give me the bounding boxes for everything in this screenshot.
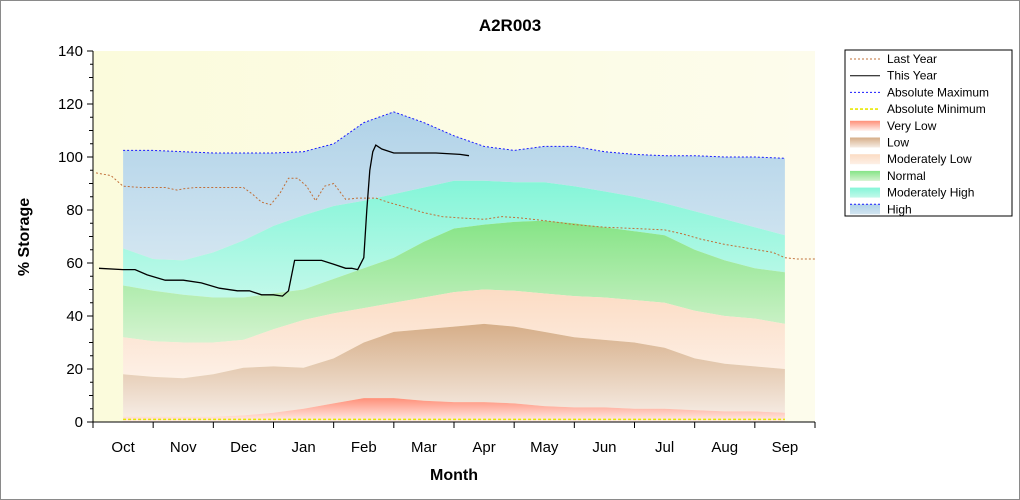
- x-tick-label: Aug: [711, 439, 738, 456]
- legend-label-high: High: [887, 202, 912, 216]
- y-tick-label: 60: [66, 255, 83, 272]
- legend: Last Year This Year Absolute Maximum Absolu…: [844, 49, 1013, 217]
- x-tick-label: Feb: [351, 439, 377, 456]
- band-high: [123, 111, 785, 261]
- legend-label-absolute-maximum: Absolute Maximum: [887, 85, 989, 99]
- legend-label-last-year: Last Year: [887, 52, 937, 66]
- band-moderately-high: [123, 180, 785, 298]
- x-tick-label: May: [530, 439, 559, 456]
- y-tick-label: 80: [66, 202, 83, 219]
- legend-swatch-very-low: [850, 120, 880, 131]
- chart-title: A2R003: [479, 16, 541, 35]
- y-axis-label: % Storage: [16, 198, 33, 276]
- legend-label-moderately-high: Moderately High: [887, 186, 974, 200]
- legend-swatch-low: [850, 137, 880, 148]
- band-normal: [123, 220, 785, 343]
- x-tick-label: Jun: [592, 439, 616, 456]
- y-tick-label: 120: [58, 96, 83, 113]
- y-tick-label: 20: [66, 361, 83, 378]
- band-moderately-low: [123, 289, 785, 379]
- y-tick-label: 40: [66, 308, 83, 325]
- y-tick-label: 0: [75, 414, 83, 431]
- legend-swatch-moderately-high: [850, 187, 880, 198]
- series-lines: [95, 111, 815, 421]
- legend-label-absolute-minimum: Absolute Minimum: [887, 102, 986, 116]
- x-tick-label: Mar: [411, 439, 437, 456]
- series-last-year: [95, 172, 815, 260]
- legend-label-low: Low: [887, 136, 909, 150]
- legend-label-very-low: Very Low: [887, 119, 937, 133]
- legend-swatch-high: [850, 204, 880, 215]
- legend-swatch-moderately-low: [850, 154, 880, 165]
- x-tick-label: Nov: [170, 439, 197, 456]
- percentile-bands: [123, 111, 785, 422]
- legend-label-moderately-low: Moderately Low: [887, 152, 972, 166]
- x-axis-label: Month: [430, 467, 478, 484]
- y-tick-label: 140: [58, 43, 83, 60]
- legend-label-normal: Normal: [887, 169, 926, 183]
- band-very-low: [123, 398, 785, 422]
- series-absolute-maximum: [123, 111, 785, 159]
- y-tick-label: 100: [58, 149, 83, 166]
- series-this-year: [98, 144, 470, 297]
- x-tick-label: Sep: [772, 439, 799, 456]
- axes: 0 20 40 60 80 100 120 140 Oct Nov Dec Jan Feb Mar Apr M…: [58, 43, 816, 456]
- x-tick-label: Oct: [111, 439, 135, 456]
- legend-swatch-normal: [850, 170, 880, 181]
- x-tick-label: Dec: [230, 439, 257, 456]
- x-tick-label: Jan: [291, 439, 315, 456]
- legend-label-this-year: This Year: [887, 69, 937, 83]
- x-tick-label: Jul: [655, 439, 674, 456]
- x-tick-label: Apr: [472, 439, 495, 456]
- band-low: [123, 323, 785, 417]
